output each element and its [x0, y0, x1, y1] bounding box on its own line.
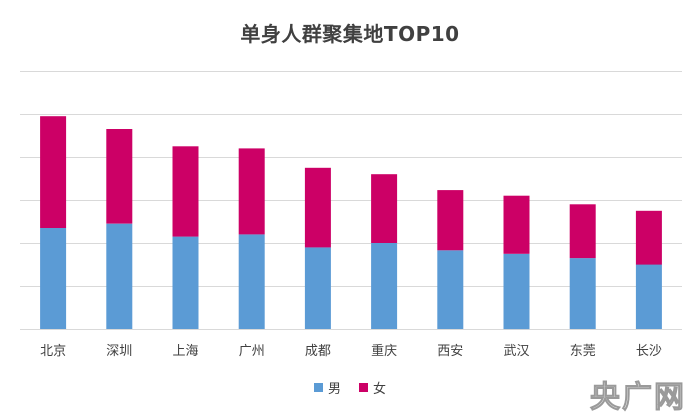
legend-item-male: 男	[313, 378, 341, 397]
x-tick-label: 成都	[305, 344, 331, 359]
chart-title: 单身人群聚集地TOP10	[240, 22, 460, 46]
bar-male	[40, 227, 67, 329]
legend-swatch-male	[313, 383, 323, 392]
watermark-logo: 央广网	[590, 380, 686, 416]
legend-label-male: 男	[327, 382, 341, 397]
bar-female	[40, 116, 67, 228]
x-tick-label: 长沙	[636, 344, 662, 359]
x-tick-label: 上海	[172, 344, 198, 359]
bar-male	[635, 264, 662, 329]
bar-female	[371, 174, 398, 243]
bar-male	[304, 247, 331, 329]
legend-item-female: 女	[359, 378, 386, 397]
legend-swatch-female	[359, 383, 368, 392]
legend: 男 女	[0, 378, 700, 397]
bar-female	[635, 210, 662, 265]
bar-male	[569, 258, 596, 329]
x-tick-label: 武汉	[503, 344, 529, 359]
bar-male	[238, 234, 265, 329]
legend-label-female: 女	[373, 382, 387, 397]
bar-female	[238, 148, 265, 235]
bar-female	[437, 190, 464, 251]
x-tick-label: 深圳	[106, 344, 132, 359]
x-tick-label: 广州	[239, 344, 265, 359]
bar-female	[106, 129, 133, 224]
x-tick-label: 东莞	[570, 344, 596, 359]
bar-male	[172, 236, 199, 329]
bar-female	[503, 195, 530, 254]
bar-male	[371, 243, 398, 329]
x-tick-label: 重庆	[371, 343, 397, 359]
bar-male	[503, 253, 530, 330]
bar-female	[304, 167, 331, 248]
x-tick-label: 北京	[40, 344, 66, 359]
bar-female	[569, 204, 596, 259]
x-tick-label: 西安	[437, 344, 463, 359]
bar-male	[106, 223, 133, 329]
bar-male	[437, 250, 464, 329]
bar-female	[172, 146, 199, 237]
